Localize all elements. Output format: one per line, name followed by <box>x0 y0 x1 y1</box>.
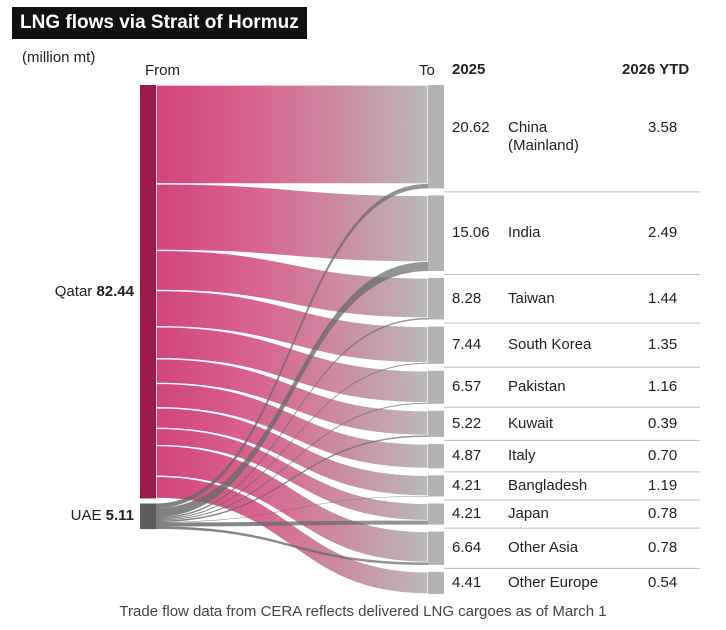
unit-label: (million mt) <box>22 49 96 66</box>
target-name: Other Europe <box>508 573 599 591</box>
target-ytd: 1.44 <box>648 289 678 307</box>
from-label: From <box>145 62 180 79</box>
flow-link <box>156 435 428 523</box>
target-node <box>428 503 444 525</box>
target-node <box>428 571 444 594</box>
flow-link <box>156 402 428 521</box>
target-value: 4.21 <box>452 505 482 523</box>
target-node <box>428 475 444 497</box>
target-ytd: 0.70 <box>648 447 678 465</box>
target-name: India <box>508 224 541 242</box>
target-ytd: 1.19 <box>648 476 678 494</box>
source-label: UAE 5.11 <box>71 507 134 525</box>
target-value: 8.28 <box>452 289 482 307</box>
target-value: 4.87 <box>452 447 482 465</box>
target-value: 4.41 <box>452 573 482 591</box>
footnote: Trade flow data from CERA reflects deliv… <box>119 603 607 620</box>
target-node <box>428 85 444 189</box>
flow-link <box>156 317 428 519</box>
links <box>155 84 429 595</box>
flow-link <box>156 183 428 508</box>
target-name: Other Asia <box>508 539 579 557</box>
flow-link <box>156 261 428 518</box>
target-value: 5.22 <box>452 414 482 432</box>
value-header: 2025 <box>452 61 486 78</box>
target-node <box>428 326 444 364</box>
target-node <box>428 277 444 320</box>
target-value: 20.62 <box>452 118 490 136</box>
source-name: Qatar <box>54 282 93 300</box>
source-value: 82.44 <box>96 282 134 300</box>
chart-title: LNG flows via Strait of Hormuz <box>12 7 307 39</box>
target-name: Taiwan <box>508 289 555 307</box>
target-ytd: 0.39 <box>648 414 678 432</box>
source-value: 5.11 <box>105 507 134 525</box>
flow-link <box>155 382 429 470</box>
target-ytd: 1.16 <box>648 378 678 396</box>
ytd-header: 2026 YTD <box>622 61 690 78</box>
target-name: South Korea <box>508 336 592 354</box>
target-name: China (Mainland) <box>508 118 579 154</box>
target-node <box>428 370 444 404</box>
target-value: 6.64 <box>452 539 482 557</box>
target-ytd: 2.49 <box>648 224 678 242</box>
target-name: Italy <box>508 447 536 465</box>
target-name: Bangladesh <box>508 476 588 494</box>
flow-link <box>156 362 428 520</box>
source-label: Qatar 82.44 <box>55 283 134 301</box>
flow-link <box>156 495 428 523</box>
target-node <box>428 443 444 469</box>
flow-link <box>156 520 428 527</box>
target-ytd: 0.78 <box>648 539 678 557</box>
target-value: 6.57 <box>452 378 482 396</box>
target-node <box>428 195 444 271</box>
target-node <box>428 531 444 565</box>
target-name: Japan <box>508 505 549 523</box>
to-label: To <box>419 62 435 79</box>
target-name: Kuwait <box>508 414 554 432</box>
target-node <box>428 410 444 437</box>
target-value: 15.06 <box>452 224 490 242</box>
source-node <box>140 503 156 530</box>
target-value: 4.21 <box>452 476 482 494</box>
target-ytd: 0.78 <box>648 505 678 523</box>
target-ytd: 0.54 <box>648 573 678 591</box>
target-ytd: 3.58 <box>648 118 678 136</box>
target-ytd: 1.35 <box>648 336 678 354</box>
source-name: UAE <box>70 507 102 525</box>
source-node <box>140 85 156 499</box>
target-value: 7.44 <box>452 336 482 354</box>
flow-link <box>155 84 429 185</box>
flow-link <box>156 526 428 565</box>
target-name: Pakistan <box>508 378 566 396</box>
